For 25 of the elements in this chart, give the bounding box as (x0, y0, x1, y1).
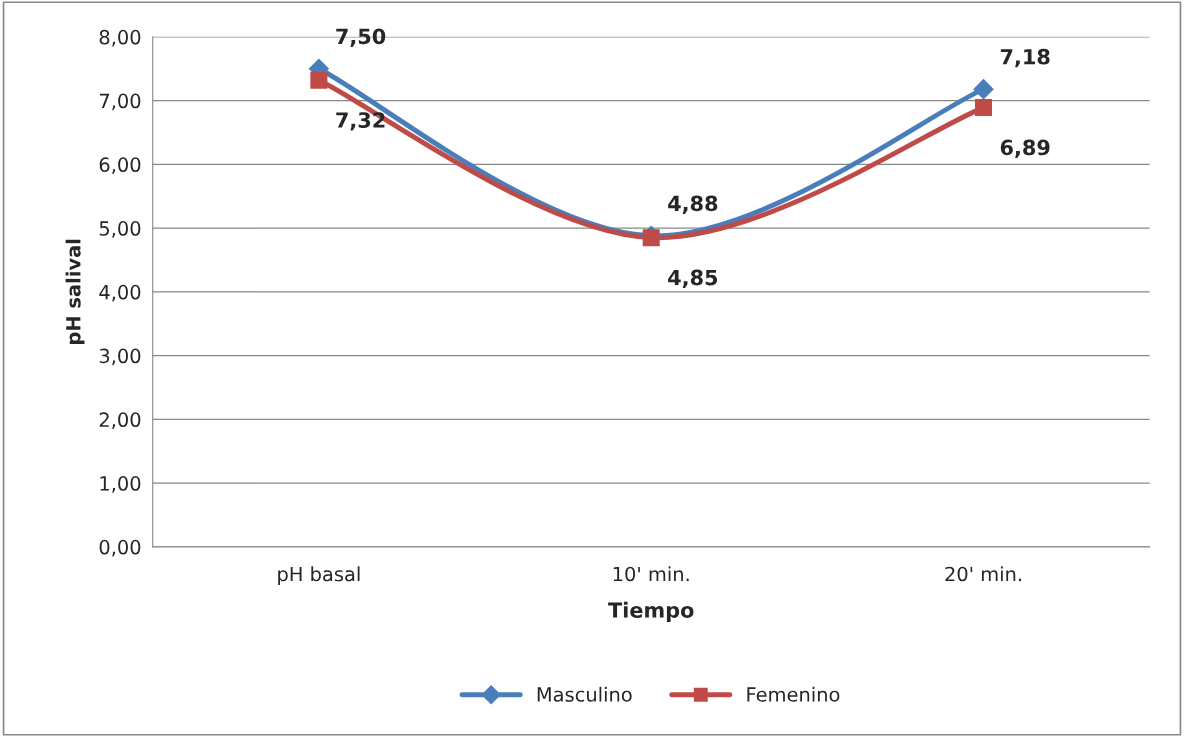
x-tick-label: 10' min. (613, 566, 689, 582)
data-label: 7,18 (1000, 48, 1050, 68)
data-label: 6,89 (1000, 139, 1050, 158)
y-axis-title: pH salival (65, 239, 85, 344)
y-tick-label: 1,00 (100, 476, 141, 493)
x-axis-title: Tiempo (608, 601, 694, 622)
data-label: 4,88 (668, 195, 718, 214)
x-tick-label: pH basal (278, 566, 360, 586)
y-tick-label: 4,00 (99, 284, 141, 302)
data-label: 7,50 (336, 28, 386, 47)
y-tick-label: 5,00 (99, 221, 141, 238)
y-tick-label: 3,00 (99, 348, 141, 366)
y-tick-label: 6,00 (99, 157, 141, 174)
y-tick-label: 2,00 (99, 412, 141, 429)
y-tick-label: 7,00 (99, 93, 141, 111)
point (310, 71, 328, 89)
point (975, 99, 993, 117)
data-label: 7,32 (336, 112, 385, 131)
data-label: 4,85 (668, 269, 718, 289)
point (973, 78, 994, 100)
legend-label: Femenino (747, 686, 840, 702)
y-tick-label: 8,00 (99, 29, 141, 47)
x-tick-label: 20' min. (945, 566, 1021, 582)
legend-label: Masculino (537, 686, 632, 702)
y-tick-label: 0,00 (99, 539, 141, 557)
